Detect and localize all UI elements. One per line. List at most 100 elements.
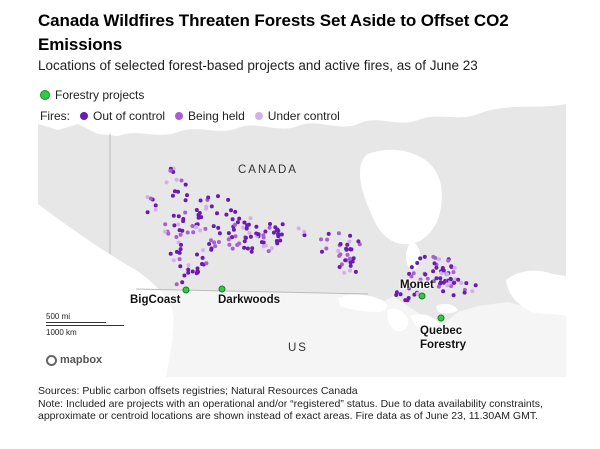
map-panel[interactable]: Forestry projects Fires: Out of control … xyxy=(38,84,566,377)
fire-marker xyxy=(186,267,191,272)
fire-marker xyxy=(181,219,186,224)
fire-marker xyxy=(464,281,469,286)
notes-block: Sources: Public carbon offsets registrie… xyxy=(38,385,568,423)
fire-marker xyxy=(242,245,247,250)
fire-marker xyxy=(326,231,331,236)
fire-marker xyxy=(244,235,248,240)
james-bay xyxy=(405,242,421,270)
fire-marker xyxy=(177,257,182,262)
fire-marker xyxy=(230,217,235,222)
fire-marker xyxy=(209,238,213,243)
fire-marker xyxy=(348,268,352,273)
project-marker-monet[interactable] xyxy=(418,292,426,300)
note-text: Note: Included are projects with an oper… xyxy=(38,397,543,423)
fire-marker xyxy=(320,249,324,254)
fire-marker xyxy=(195,266,200,271)
fire-marker xyxy=(178,232,183,237)
canada-us-border xyxy=(135,288,369,295)
under-control-swatch xyxy=(254,112,263,120)
us-label: US xyxy=(288,342,308,354)
fire-marker xyxy=(177,250,182,255)
fire-marker xyxy=(394,293,399,297)
fire-marker xyxy=(415,261,420,265)
fire-marker xyxy=(248,234,253,239)
hudson-bay xyxy=(360,149,442,245)
fire-marker xyxy=(145,195,150,199)
fire-marker xyxy=(242,220,247,225)
fire-marker xyxy=(226,237,231,242)
fire-marker xyxy=(438,281,443,286)
fire-marker xyxy=(212,240,217,245)
fire-marker xyxy=(415,291,420,296)
fire-marker xyxy=(209,247,214,252)
fire-marker xyxy=(172,189,177,194)
fire-marker xyxy=(338,252,343,257)
project-marker-darkwoods[interactable] xyxy=(218,285,226,293)
fire-marker xyxy=(470,289,475,294)
legend-being-held: Being held xyxy=(175,109,245,123)
fire-marker xyxy=(473,283,478,288)
fire-marker xyxy=(215,211,219,216)
fire-marker xyxy=(302,233,307,238)
fire-marker xyxy=(411,271,416,276)
fire-marker xyxy=(249,249,254,254)
project-marker-quebec-forestry[interactable] xyxy=(437,314,445,322)
fire-marker xyxy=(153,203,158,208)
fire-marker xyxy=(347,239,352,244)
fire-marker xyxy=(302,229,307,234)
fire-marker xyxy=(172,223,177,228)
fire-marker xyxy=(194,271,199,276)
fire-marker xyxy=(261,233,266,238)
fire-marker xyxy=(203,226,208,231)
fire-marker xyxy=(246,222,251,227)
scale-bar: 500 mi 1000 km xyxy=(46,312,124,337)
fire-marker xyxy=(451,293,456,298)
legend-out-of-control: Out of control xyxy=(80,109,165,123)
chart-subtitle: Locations of selected forest-based proje… xyxy=(38,58,478,73)
fire-marker xyxy=(183,210,188,215)
fire-marker xyxy=(194,225,199,229)
chart-title: Canada Wildfires Threaten Forests Set As… xyxy=(38,11,509,54)
fire-marker xyxy=(171,213,176,218)
fire-marker xyxy=(256,232,260,237)
fire-marker xyxy=(345,242,350,247)
project-label-darkwoods: Darkwoods xyxy=(218,294,280,306)
fire-marker xyxy=(423,272,428,277)
fire-marker xyxy=(339,262,344,267)
fire-marker xyxy=(268,222,272,226)
fire-marker xyxy=(180,228,185,233)
fire-marker xyxy=(166,231,171,236)
fire-marker xyxy=(459,280,464,285)
project-marker-bigcoast[interactable] xyxy=(182,286,190,294)
fire-marker xyxy=(422,254,427,259)
legend-fires-label: Fires: xyxy=(40,109,70,123)
fire-marker xyxy=(324,246,329,251)
fire-marker xyxy=(296,226,301,231)
fire-marker xyxy=(337,265,342,269)
fire-marker xyxy=(419,281,424,285)
fire-marker xyxy=(171,258,176,263)
fire-marker xyxy=(407,286,411,291)
fire-marker xyxy=(178,247,183,252)
fire-marker xyxy=(245,246,250,251)
fire-marker xyxy=(179,178,184,183)
fire-marker xyxy=(204,204,209,209)
mapbox-attribution[interactable]: mapbox xyxy=(46,354,102,366)
fire-marker xyxy=(145,210,150,215)
scale-mi: 500 mi xyxy=(46,312,71,321)
fire-marker xyxy=(348,256,352,261)
fire-marker xyxy=(348,233,353,238)
fire-marker xyxy=(345,252,350,257)
fire-marker xyxy=(186,270,191,275)
fire-marker xyxy=(336,231,341,236)
fire-marker xyxy=(446,258,451,263)
fire-marker xyxy=(211,224,216,229)
fire-marker xyxy=(207,242,212,246)
fire-marker xyxy=(247,231,252,235)
canada-label: CANADA xyxy=(238,164,298,176)
fire-marker xyxy=(230,246,235,251)
fire-marker xyxy=(409,265,414,270)
fire-marker xyxy=(180,280,185,285)
fire-marker xyxy=(174,282,179,287)
fire-marker xyxy=(233,222,237,227)
